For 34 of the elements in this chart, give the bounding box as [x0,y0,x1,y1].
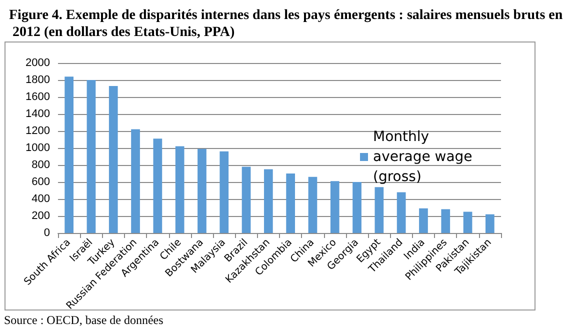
bar [86,80,96,233]
bar [242,166,251,233]
bar [64,76,74,233]
y-tick-label: 1800 [26,74,50,86]
bar [198,148,206,233]
y-tick-label: 600 [32,176,50,188]
bar [264,169,273,233]
source-note: Source : OECD, base de données [4,313,164,327]
bar [131,129,140,233]
bar [485,214,494,233]
bar [463,212,472,233]
bar [153,138,162,233]
bar [286,174,296,233]
bar [396,192,406,233]
bar [441,209,450,233]
bar [308,176,318,233]
bar [108,86,118,233]
bar [352,182,362,233]
bar [175,146,184,233]
y-tick-label: 400 [32,193,50,205]
bar [330,181,340,233]
y-tick-label: 1400 [26,108,50,120]
y-tick-label: 1000 [26,142,50,154]
y-tick-label: 800 [32,159,50,171]
chart-title: Figure 4. Exemple de disparités internes dans les pays émergents : salaires mensuels bruts en 2012 (en dollars des Etats-Unis, PPA) [9,8,563,40]
y-tick-label: 2000 [26,57,50,69]
y-tick-label: 1200 [26,125,50,137]
y-tick-label: 200 [32,210,50,222]
bar [419,208,428,233]
bar [220,151,229,233]
y-tick-label: 1600 [26,91,50,103]
bar [374,187,384,233]
legend-label: Monthly average wage (gross) [373,129,477,185]
y-tick-label: 0 [44,227,50,239]
